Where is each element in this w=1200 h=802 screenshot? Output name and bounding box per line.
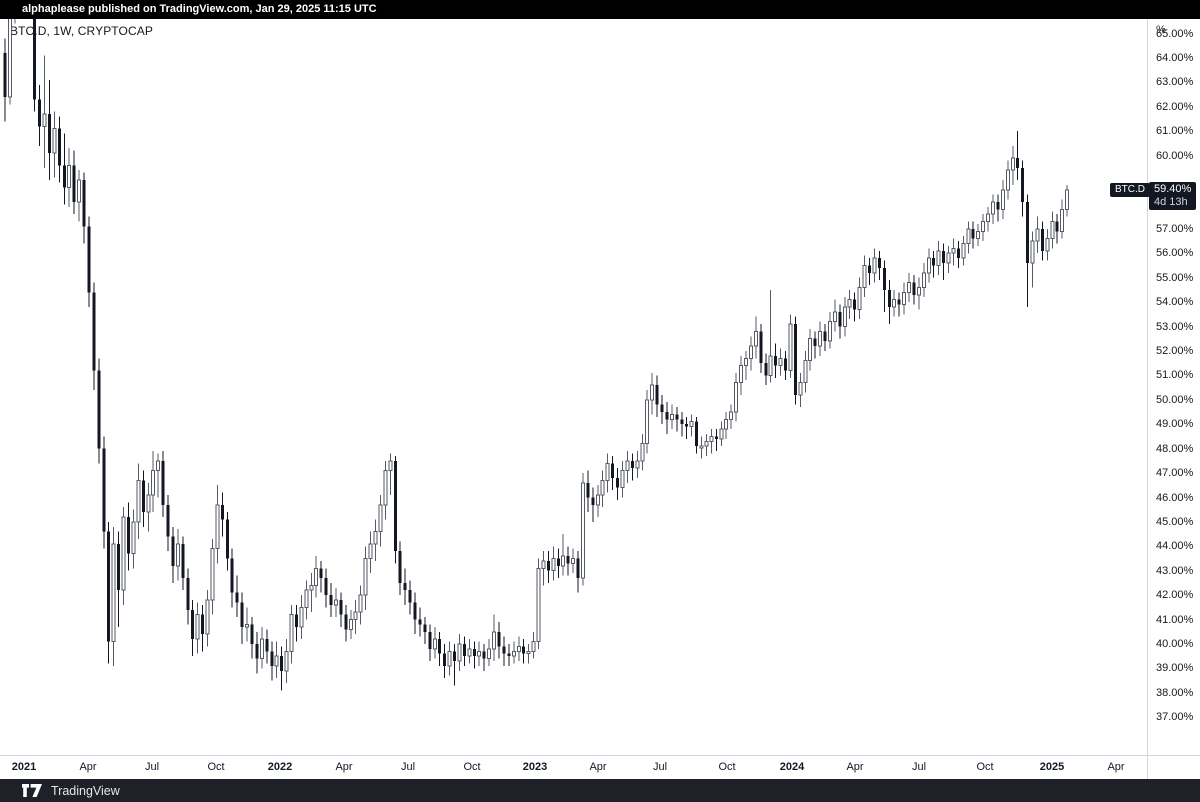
publish-info-text: alphaplease published on TradingView.com…	[22, 3, 377, 15]
price-tick-label: 46.00%	[1156, 491, 1194, 504]
price-tick-label: 47.00%	[1156, 467, 1194, 480]
last-price-symbol-badge: BTC.D	[1110, 183, 1150, 197]
price-tick-label: 51.00%	[1156, 369, 1194, 382]
time-tick-label: Apr	[846, 761, 864, 773]
time-tick-label: 2024	[779, 761, 805, 773]
chart-canvas[interactable]	[0, 19, 1147, 755]
price-tick-label: 43.00%	[1156, 564, 1194, 577]
price-tick-label: 49.00%	[1156, 418, 1194, 431]
price-tick-label: 41.00%	[1156, 613, 1194, 626]
price-tick-label: 65.00%	[1156, 27, 1194, 40]
price-tick-label: 61.00%	[1156, 125, 1194, 138]
price-tick-label: 52.00%	[1156, 345, 1194, 357]
price-axis[interactable]: % 65.00%64.00%63.00%62.00%61.00%60.00%58…	[1148, 19, 1200, 755]
price-tick-label: 37.00%	[1156, 711, 1194, 724]
time-tick-label: 2021	[11, 761, 37, 773]
time-tick-label: Apr	[79, 761, 97, 773]
time-tick-label: Apr	[1107, 761, 1125, 773]
time-axis-separator	[0, 755, 1200, 756]
tradingview-brand-text[interactable]: TradingView	[51, 783, 120, 798]
time-tick-label: Jul	[400, 761, 416, 773]
time-tick-label: Apr	[589, 761, 607, 773]
price-tick-label: 50.00%	[1156, 393, 1194, 406]
time-tick-label: 2025	[1039, 761, 1065, 773]
time-tick-label: 2022	[267, 761, 293, 773]
time-tick-label: Apr	[335, 761, 353, 773]
price-tick-label: 57.00%	[1156, 222, 1194, 235]
price-tick-list: 65.00%64.00%63.00%62.00%61.00%60.00%58.0…	[1148, 0, 1200, 760]
price-tick-label: 62.00%	[1156, 100, 1194, 113]
price-tick-label: 63.00%	[1156, 76, 1194, 89]
time-tick-label: Oct	[207, 761, 225, 773]
time-tick-label: Jul	[652, 761, 668, 773]
price-tick-label: 42.00%	[1156, 589, 1194, 602]
price-tick-label: 55.00%	[1156, 271, 1194, 284]
time-tick-label: Jul	[911, 761, 927, 773]
time-tick-label: Oct	[718, 761, 736, 773]
tradingview-logo-icon[interactable]	[22, 784, 43, 797]
time-tick-label: Jul	[144, 761, 160, 773]
price-tick-label: 60.00%	[1156, 149, 1194, 162]
time-tick-label: Oct	[463, 761, 481, 773]
bar-countdown: 4d 13h	[1154, 196, 1188, 208]
price-tick-label: 40.00%	[1156, 638, 1194, 650]
last-price-badge: 59.40% 4d 13h	[1149, 182, 1196, 210]
time-tick-label: Oct	[976, 761, 994, 773]
price-tick-label: 54.00%	[1156, 296, 1194, 309]
price-tick-label: 53.00%	[1156, 320, 1194, 333]
time-axis[interactable]: 2021 Apr Jul Oct 2022 Apr Jul Oct 2023 Apr Jul Oct 2…	[0, 756, 1147, 779]
last-price-value: 59.40%	[1154, 183, 1192, 195]
price-axis-unit-label: %	[1156, 24, 1166, 36]
symbol-title: BTC.D, 1W, CRYPTOCAP	[10, 24, 153, 38]
price-tick-label: 64.00%	[1156, 51, 1194, 64]
price-tick-label: 45.00%	[1156, 515, 1194, 528]
publish-info-bar: alphaplease published on TradingView.com…	[0, 0, 1200, 19]
price-tick-label: 44.00%	[1156, 540, 1194, 553]
price-tick-label: 39.00%	[1156, 662, 1194, 675]
price-tick-label: 48.00%	[1156, 442, 1194, 455]
price-tick-label: 56.00%	[1156, 247, 1194, 260]
price-tick-label: 38.00%	[1156, 686, 1194, 699]
time-tick-label: 2023	[522, 761, 548, 773]
footer-bar: TradingView	[0, 779, 1200, 802]
price-axis-separator	[1147, 19, 1148, 779]
